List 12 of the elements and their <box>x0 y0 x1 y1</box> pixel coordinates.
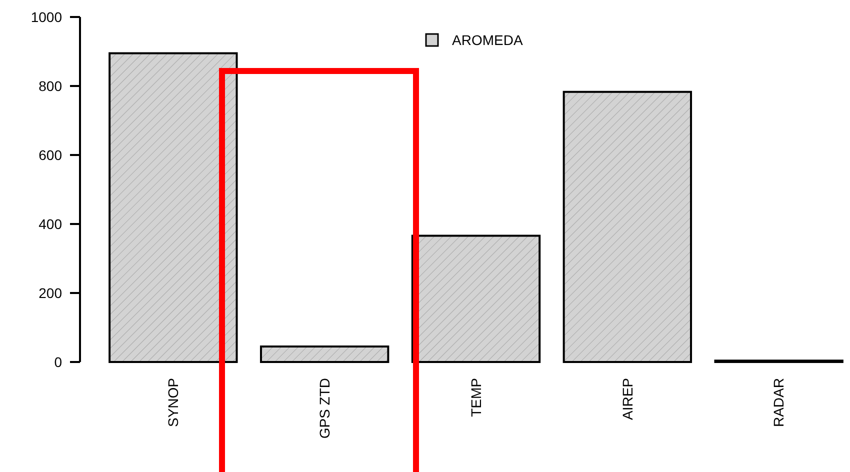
legend-label: AROMEDA <box>452 32 524 48</box>
x-tick-label: SYNOP <box>165 378 182 428</box>
y-tick-label: 0 <box>54 354 62 370</box>
x-tick-label: GPS ZTD <box>316 378 332 439</box>
y-tick-label: 400 <box>38 216 62 232</box>
x-tick-label: TEMP <box>468 378 484 417</box>
x-tick-label: RADAR <box>770 378 787 428</box>
x-tick-label: AIREP <box>619 378 636 420</box>
y-tick-label: 600 <box>38 146 62 163</box>
y-tick-label: 800 <box>38 78 62 94</box>
y-tick-label: 1000 <box>30 8 62 25</box>
y-tick-label: 200 <box>38 284 62 301</box>
